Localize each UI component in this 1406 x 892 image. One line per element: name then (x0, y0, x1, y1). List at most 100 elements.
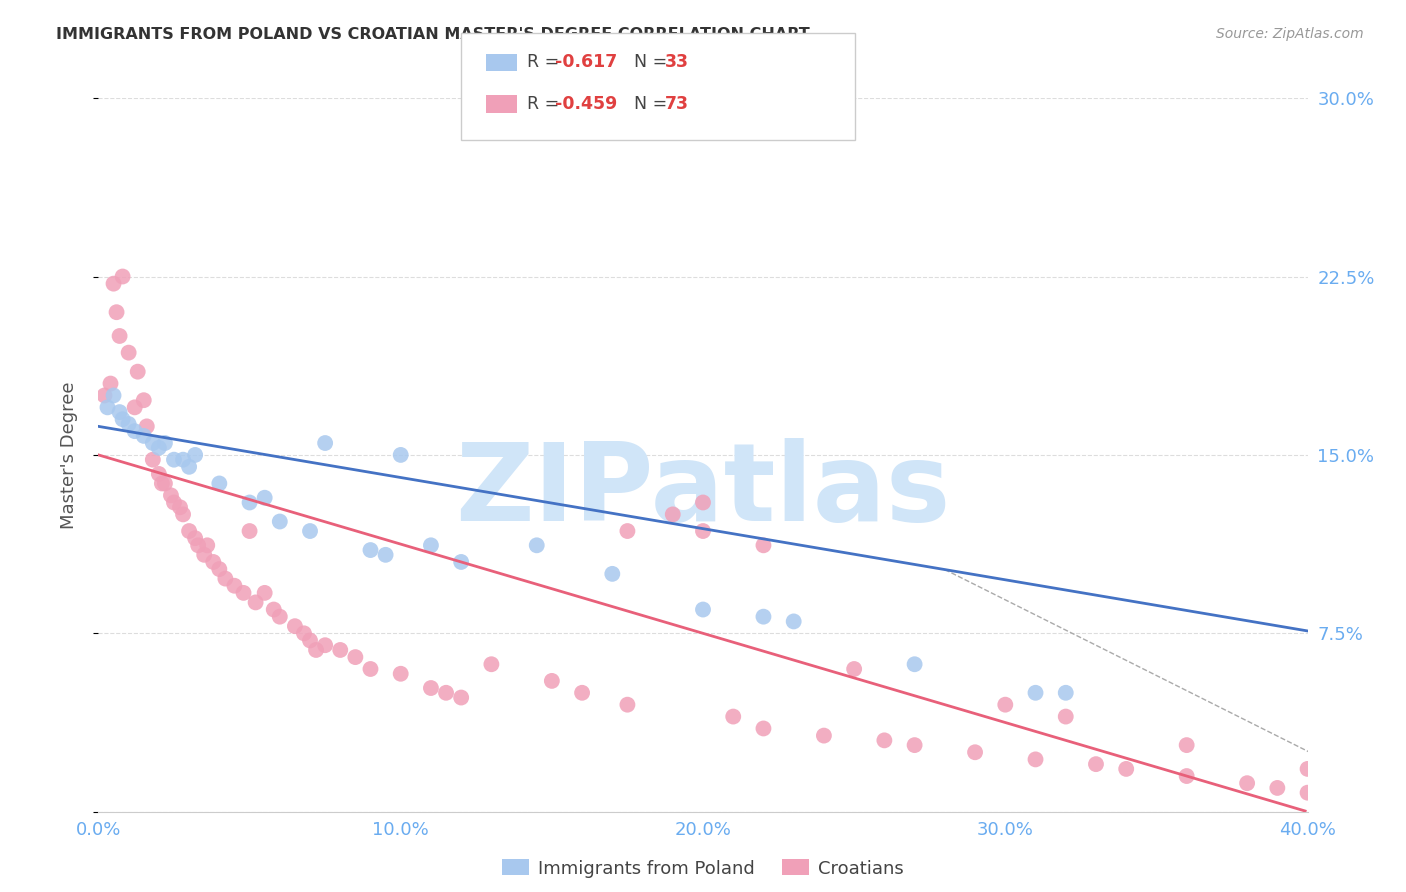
Point (103, 388, 125, 402)
Point (160, 488, 183, 502)
Point (163, 452, 186, 467)
Point (904, 657, 927, 672)
Legend: Immigrants from Poland, Croatians: Immigrants from Poland, Croatians (495, 852, 911, 885)
Point (124, 424, 146, 438)
Text: -0.459: -0.459 (555, 95, 617, 113)
Text: ZIPatlas: ZIPatlas (456, 438, 950, 543)
Point (232, 586, 254, 600)
Point (1175, 738, 1198, 752)
Point (692, 495, 714, 509)
Point (1054, 686, 1077, 700)
Point (172, 452, 194, 467)
Point (184, 448, 207, 462)
Point (269, 609, 291, 624)
Y-axis label: Master's Degree: Master's Degree (59, 381, 77, 529)
Point (1115, 762, 1137, 776)
Point (193, 548, 215, 562)
Point (1296, 786, 1319, 800)
Point (571, 686, 593, 700)
Point (329, 643, 352, 657)
Point (132, 393, 155, 408)
Point (292, 626, 315, 640)
Point (1024, 752, 1046, 766)
Point (1085, 757, 1108, 772)
Point (813, 729, 835, 743)
Point (360, 543, 382, 558)
Point (752, 538, 775, 552)
Text: 73: 73 (665, 95, 689, 113)
Point (752, 609, 775, 624)
Point (195, 538, 218, 552)
Point (1054, 709, 1077, 723)
Point (434, 686, 457, 700)
Point (187, 538, 209, 552)
Point (118, 345, 141, 359)
Point (179, 524, 201, 538)
Point (239, 495, 262, 509)
Point (305, 643, 328, 657)
Point (284, 619, 307, 633)
Point (163, 495, 186, 509)
Text: 33: 33 (665, 54, 689, 71)
Point (1296, 762, 1319, 776)
Point (208, 476, 231, 491)
Point (172, 508, 194, 522)
Point (148, 441, 170, 455)
Point (616, 698, 638, 712)
Point (263, 602, 285, 616)
Point (103, 277, 125, 291)
Text: -0.617: -0.617 (555, 54, 617, 71)
Point (314, 638, 336, 652)
Text: Source: ZipAtlas.com: Source: ZipAtlas.com (1216, 27, 1364, 41)
Point (1024, 686, 1046, 700)
Text: IMMIGRANTS FROM POLAND VS CROATIAN MASTER'S DEGREE CORRELATION CHART: IMMIGRANTS FROM POLAND VS CROATIAN MASTE… (56, 27, 810, 42)
Point (150, 476, 173, 491)
Point (420, 538, 443, 552)
Point (662, 508, 685, 522)
Text: R =: R = (527, 54, 562, 71)
Point (269, 515, 291, 529)
Text: R =: R = (527, 95, 562, 113)
Point (118, 417, 141, 431)
Point (184, 531, 207, 545)
Point (169, 500, 191, 515)
Point (108, 329, 131, 343)
Point (965, 745, 987, 759)
Point (1267, 780, 1289, 795)
Point (142, 452, 165, 467)
Point (420, 681, 443, 695)
Point (360, 662, 382, 676)
Point (179, 459, 201, 474)
Point (239, 524, 262, 538)
Point (752, 722, 775, 736)
Point (214, 572, 236, 586)
Point (111, 412, 134, 426)
Point (253, 586, 276, 600)
Point (1236, 776, 1258, 790)
Point (723, 709, 745, 723)
Point (132, 429, 155, 443)
Point (153, 436, 176, 450)
Point (208, 562, 231, 576)
Point (153, 476, 176, 491)
Point (540, 673, 562, 688)
Point (245, 595, 267, 609)
Point (904, 738, 927, 752)
Point (108, 405, 131, 419)
Point (253, 491, 276, 505)
Point (844, 662, 866, 676)
Point (389, 448, 412, 462)
Point (142, 436, 165, 450)
Point (450, 690, 472, 705)
Point (692, 524, 714, 538)
Point (450, 555, 472, 569)
Point (526, 538, 548, 552)
Point (1175, 769, 1198, 783)
Point (202, 555, 225, 569)
Point (96, 401, 118, 415)
Point (111, 269, 134, 284)
Point (100, 376, 122, 391)
Point (616, 524, 638, 538)
Point (481, 657, 503, 672)
Point (602, 566, 624, 581)
